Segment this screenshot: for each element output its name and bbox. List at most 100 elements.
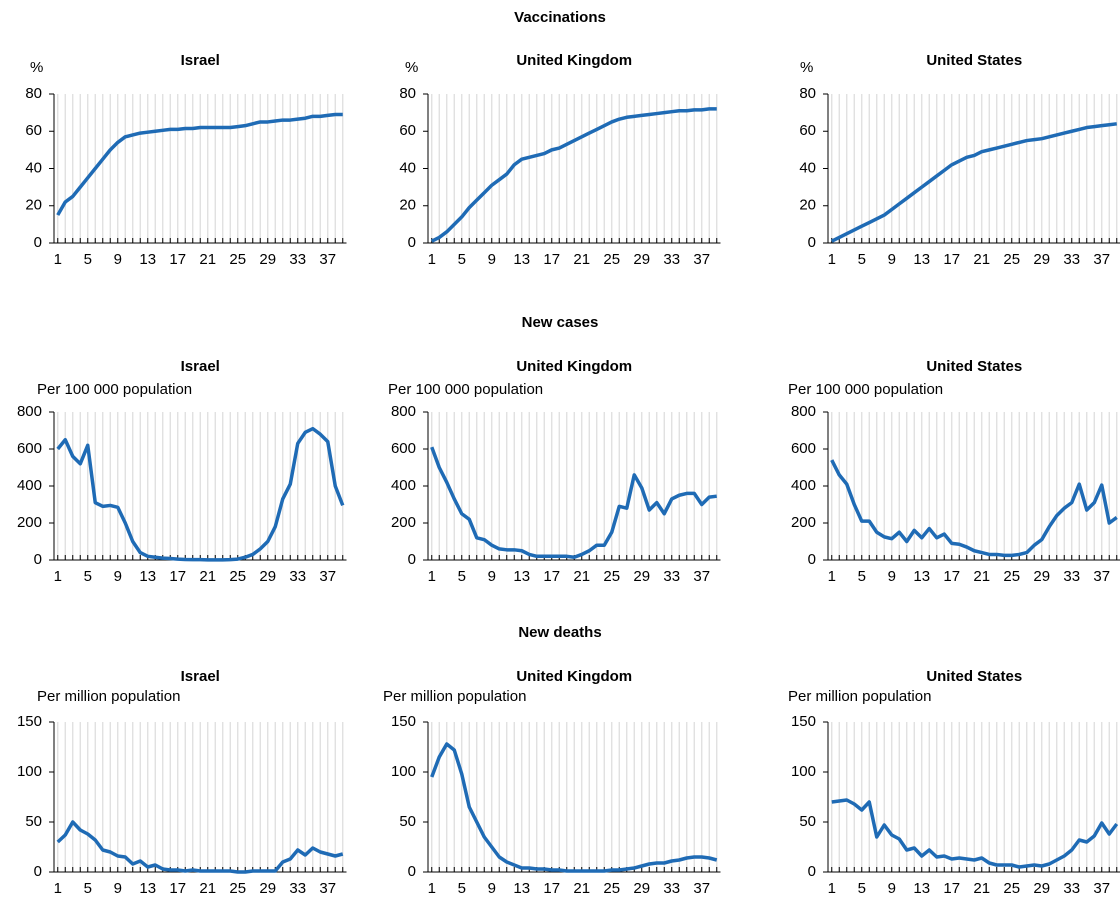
x-tick-label: 25 bbox=[1003, 880, 1020, 897]
panel: United Kingdom% 0 20 40 60 80 1 5 9 13 17 21 25 29 33 3… bbox=[399, 52, 721, 268]
y-tick-label: 800 bbox=[17, 403, 42, 420]
x-tick-label: 37 bbox=[693, 568, 710, 585]
y-tick-label: 0 bbox=[808, 863, 816, 880]
panel-title: United States bbox=[926, 52, 1022, 69]
y-tick-label: 60 bbox=[25, 122, 42, 139]
x-tick-label: 29 bbox=[633, 251, 650, 268]
y-tick-label: 800 bbox=[391, 403, 416, 420]
x-tick-label: 13 bbox=[139, 251, 156, 268]
panel: Israel% 0 20 40 60 80 1 5 9 13 17 21 25 29 33 37 bbox=[25, 52, 347, 268]
x-tick-label: 21 bbox=[199, 251, 216, 268]
x-tick-label: 25 bbox=[229, 880, 246, 897]
x-tick-label: 13 bbox=[513, 880, 530, 897]
x-tick-label: 13 bbox=[913, 568, 930, 585]
panel-title: Israel bbox=[181, 52, 220, 69]
y-tick-label: 150 bbox=[791, 713, 816, 730]
data-line bbox=[56, 426, 345, 562]
x-tick-label: 5 bbox=[458, 251, 466, 268]
x-tick-label: 37 bbox=[319, 568, 336, 585]
x-tick-label: 37 bbox=[319, 880, 336, 897]
y-tick-label: 40 bbox=[25, 159, 42, 176]
x-tick-label: 21 bbox=[573, 880, 590, 897]
x-tick-label: 5 bbox=[858, 251, 866, 268]
y-tick-label: 20 bbox=[399, 197, 416, 214]
x-tick-label: 21 bbox=[573, 251, 590, 268]
x-tick-label: 37 bbox=[1093, 880, 1110, 897]
panel: Israel Per 100 000 population 0 200 400 600 80… bbox=[17, 358, 347, 585]
x-tick-label: 29 bbox=[259, 568, 276, 585]
x-tick-label: 21 bbox=[199, 568, 216, 585]
x-tick-label: 9 bbox=[888, 568, 896, 585]
y-tick-label: 50 bbox=[399, 813, 416, 830]
x-tick-label: 5 bbox=[458, 880, 466, 897]
x-tick-label: 1 bbox=[428, 880, 436, 897]
data-line bbox=[56, 112, 343, 216]
x-tick-label: 5 bbox=[458, 568, 466, 585]
y-tick-label: 40 bbox=[399, 159, 416, 176]
x-tick-label: 5 bbox=[858, 568, 866, 585]
x-tick-label: 25 bbox=[603, 880, 620, 897]
y-axis-unit: % bbox=[800, 59, 813, 76]
y-axis-unit: Per million population bbox=[37, 688, 180, 705]
y-tick-label: 60 bbox=[399, 122, 416, 139]
x-tick-label: 17 bbox=[543, 251, 560, 268]
x-tick-label: 29 bbox=[1033, 568, 1050, 585]
x-tick-label: 33 bbox=[1063, 568, 1080, 585]
y-tick-label: 150 bbox=[391, 713, 416, 730]
y-tick-label: 50 bbox=[799, 813, 816, 830]
data-line bbox=[430, 742, 718, 873]
x-tick-label: 29 bbox=[1033, 880, 1050, 897]
section-title: Vaccinations bbox=[514, 9, 606, 26]
panel-title: Israel bbox=[181, 358, 220, 375]
panel-title: United Kingdom bbox=[516, 358, 632, 375]
x-tick-label: 29 bbox=[259, 251, 276, 268]
x-tick-label: 13 bbox=[913, 251, 930, 268]
y-tick-label: 100 bbox=[391, 763, 416, 780]
x-tick-label: 37 bbox=[319, 251, 336, 268]
x-tick-label: 33 bbox=[663, 880, 680, 897]
y-tick-label: 80 bbox=[399, 85, 416, 102]
x-tick-label: 33 bbox=[663, 568, 680, 585]
x-tick-label: 21 bbox=[973, 568, 990, 585]
x-tick-label: 33 bbox=[289, 880, 306, 897]
data-line bbox=[831, 798, 1119, 869]
y-axis-unit: Per 100 000 population bbox=[37, 381, 192, 398]
y-axis-unit: % bbox=[405, 59, 418, 76]
y-tick-label: 0 bbox=[34, 234, 42, 251]
y-tick-label: 0 bbox=[408, 551, 416, 568]
x-tick-label: 1 bbox=[828, 880, 836, 897]
y-tick-label: 400 bbox=[791, 477, 816, 494]
x-tick-label: 25 bbox=[1003, 568, 1020, 585]
x-tick-label: 13 bbox=[913, 880, 930, 897]
panel-title: United Kingdom bbox=[516, 52, 632, 69]
x-tick-label: 17 bbox=[169, 568, 186, 585]
x-tick-label: 21 bbox=[199, 880, 216, 897]
x-tick-label: 1 bbox=[428, 251, 436, 268]
y-tick-label: 80 bbox=[25, 85, 42, 102]
x-tick-label: 17 bbox=[943, 251, 960, 268]
x-tick-label: 9 bbox=[114, 251, 122, 268]
y-tick-label: 0 bbox=[408, 863, 416, 880]
x-tick-label: 37 bbox=[1093, 251, 1110, 268]
y-axis-unit: Per 100 000 population bbox=[388, 381, 543, 398]
x-tick-label: 17 bbox=[169, 251, 186, 268]
data-line bbox=[56, 820, 344, 874]
panel: United States Per million population 0 50 10… bbox=[788, 668, 1120, 897]
panel-title: United States bbox=[926, 358, 1022, 375]
x-tick-label: 25 bbox=[603, 568, 620, 585]
x-tick-label: 37 bbox=[693, 251, 710, 268]
panel-title: Israel bbox=[181, 668, 220, 685]
y-tick-label: 600 bbox=[17, 440, 42, 457]
data-line bbox=[430, 107, 717, 243]
x-tick-label: 17 bbox=[543, 568, 560, 585]
x-tick-label: 17 bbox=[543, 880, 560, 897]
x-tick-label: 9 bbox=[888, 880, 896, 897]
panel-title: United States bbox=[926, 668, 1022, 685]
x-tick-label: 1 bbox=[54, 251, 62, 268]
y-tick-label: 0 bbox=[34, 551, 42, 568]
x-tick-label: 5 bbox=[84, 251, 92, 268]
data-line bbox=[830, 122, 1117, 243]
